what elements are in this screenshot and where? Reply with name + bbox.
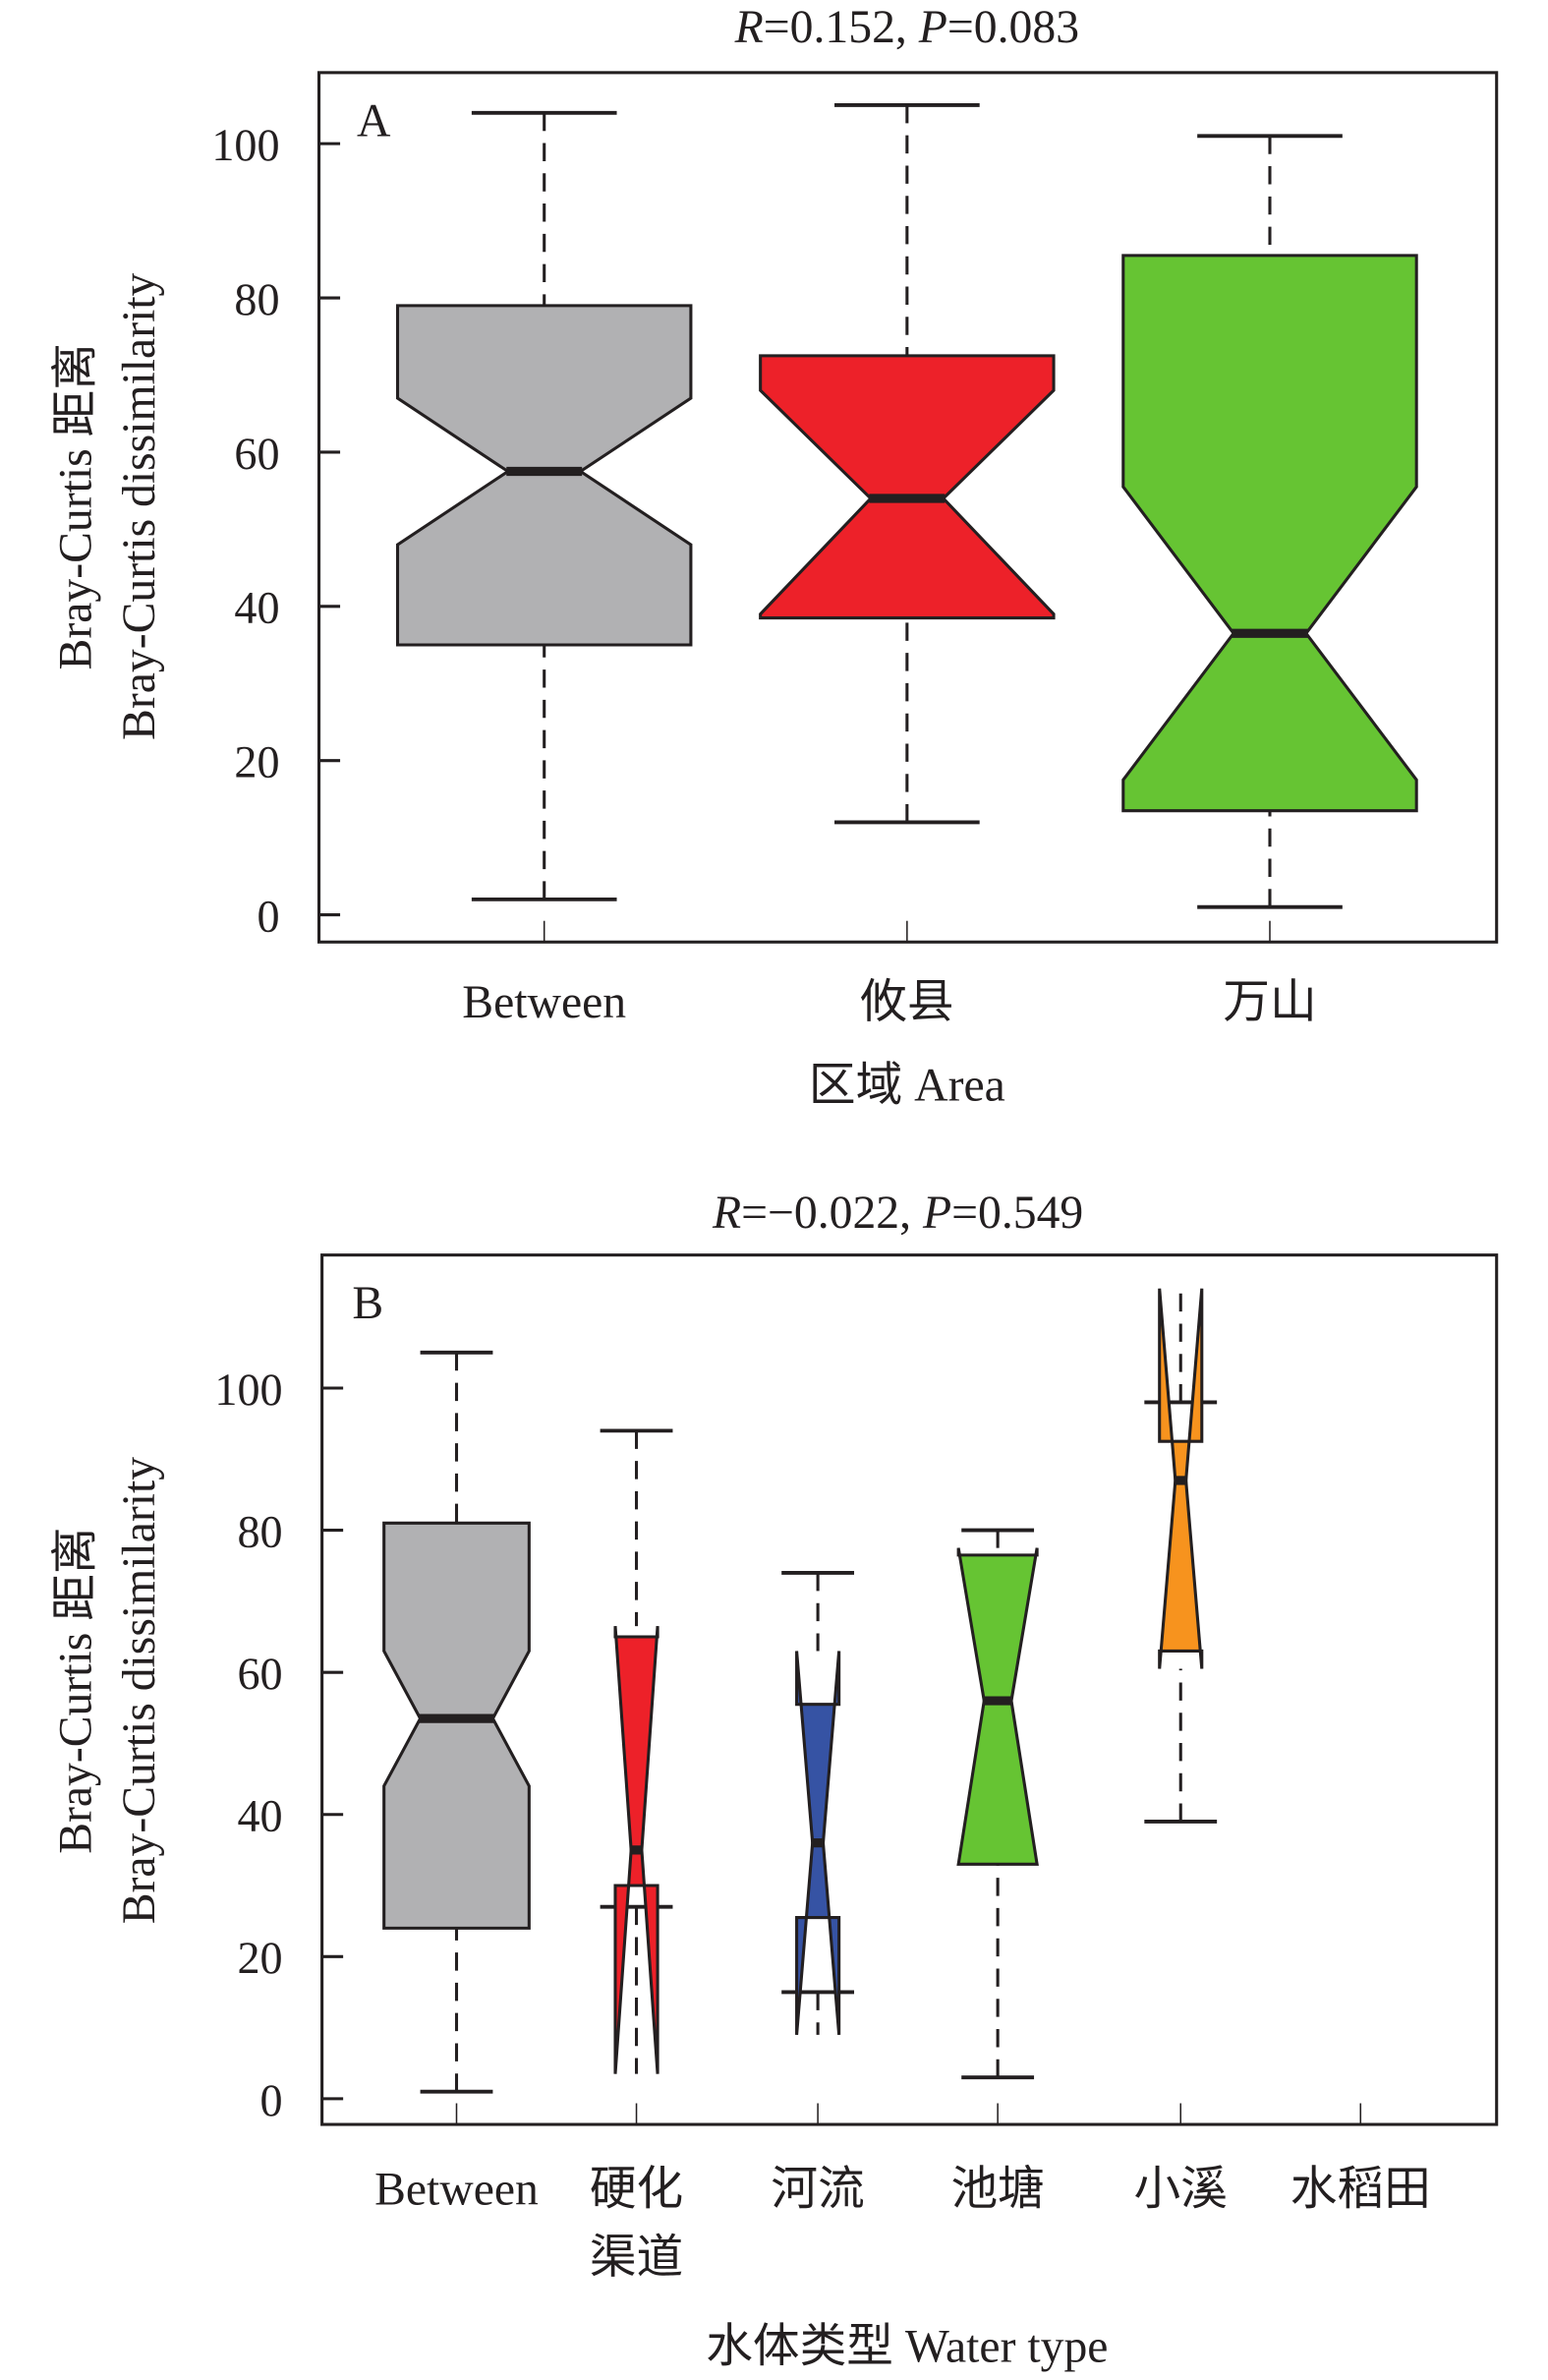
y-tick-label: 100 xyxy=(214,1364,282,1415)
y-tick-label: 60 xyxy=(237,1649,282,1699)
panel-a-ylabel-line2: Bray-Curtis dissimilarity xyxy=(114,272,165,740)
box-body xyxy=(382,1521,531,1930)
panel-a-xlabel: 区域 Area xyxy=(809,1061,1005,1112)
y-tick-label: 0 xyxy=(260,2075,283,2125)
box-河流 xyxy=(781,1571,855,2035)
y-tick-label: 80 xyxy=(237,1506,282,1556)
box-body xyxy=(759,354,1056,620)
box-Between xyxy=(382,1350,531,2094)
y-tick-label: 40 xyxy=(237,1791,282,1841)
x-category-label: 硬化 xyxy=(590,2165,683,2216)
panel-a-label: A xyxy=(357,95,391,146)
y-tick-label: 100 xyxy=(211,120,279,170)
panel-b-label: B xyxy=(352,1278,383,1329)
panel-b: R=−0.022, P=0.549 B 0 20 40 60 80 100 Between… xyxy=(50,1188,1499,2373)
y-tick-label: 40 xyxy=(234,583,279,633)
panel-b-ylabel-line2: Bray-Curtis dissimilarity xyxy=(114,1457,165,1925)
box-硬化渠道 xyxy=(600,1428,673,2074)
y-tick-label: 20 xyxy=(237,1933,282,1983)
panel-b-ylabel-line1: Bray-Curtis 距离 xyxy=(50,1527,101,1853)
y-tick-label: 80 xyxy=(234,274,279,324)
x-category-label: 攸县 xyxy=(860,977,953,1028)
x-category-label: 河流 xyxy=(771,2165,864,2216)
x-category-label: 池塘 xyxy=(950,2165,1044,2216)
x-category-label: 水稻田 xyxy=(1290,2165,1431,2216)
box-小溪 xyxy=(1144,1288,1218,1824)
box-body xyxy=(956,1547,1039,1866)
box-Between xyxy=(395,110,693,901)
box-攸县 xyxy=(759,103,1056,825)
x-category-label: Between xyxy=(462,977,626,1028)
y-tick-label: 20 xyxy=(234,737,279,787)
y-tick-label: 60 xyxy=(234,429,279,479)
panel-a-stats-title: R=0.152, P=0.083 xyxy=(734,2,1079,53)
x-category-label: 小溪 xyxy=(1134,2165,1228,2216)
panel-b-xlabel: 水体类型 Water type xyxy=(706,2322,1108,2373)
box-万山 xyxy=(1121,134,1418,909)
panel-a-ylabel-line1: Bray-Curtis 距离 xyxy=(50,343,101,669)
y-tick-label: 0 xyxy=(257,891,279,941)
x-category-label: Between xyxy=(374,2165,539,2216)
box-池塘 xyxy=(956,1528,1039,2080)
box-body xyxy=(1121,254,1418,813)
panel-b-stats-title: R=−0.022, P=0.549 xyxy=(712,1188,1083,1239)
panel-a: R=0.152, P=0.083 A 0 20 40 60 80 100 Between 攸… xyxy=(50,2,1499,1112)
panel-b-frame xyxy=(320,1253,1499,2126)
x-category-label: 渠道 xyxy=(590,2233,683,2284)
x-category-label: 万山 xyxy=(1223,977,1316,1028)
